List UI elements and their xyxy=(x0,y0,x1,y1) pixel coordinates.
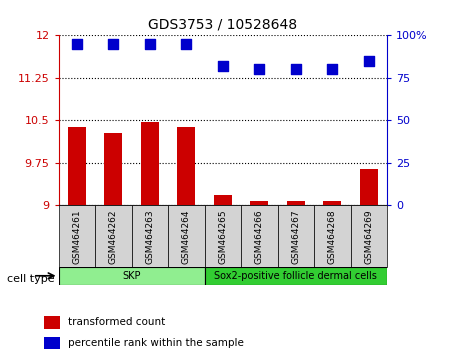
Point xyxy=(73,41,81,47)
Point xyxy=(219,63,226,69)
Point xyxy=(292,67,299,72)
Bar xyxy=(44,316,60,329)
Bar xyxy=(68,127,86,205)
FancyBboxPatch shape xyxy=(58,267,204,285)
Text: transformed count: transformed count xyxy=(68,317,166,327)
FancyBboxPatch shape xyxy=(278,205,314,267)
Text: GSM464267: GSM464267 xyxy=(291,209,300,264)
Title: GDS3753 / 10528648: GDS3753 / 10528648 xyxy=(148,17,297,32)
FancyBboxPatch shape xyxy=(241,205,278,267)
Text: percentile rank within the sample: percentile rank within the sample xyxy=(68,338,244,348)
FancyBboxPatch shape xyxy=(351,205,387,267)
FancyBboxPatch shape xyxy=(204,205,241,267)
Point xyxy=(110,41,117,47)
Text: SKP: SKP xyxy=(122,271,141,281)
Text: GSM464268: GSM464268 xyxy=(328,209,337,264)
Text: cell type: cell type xyxy=(7,274,54,284)
Point xyxy=(365,58,372,64)
Bar xyxy=(44,337,60,349)
Bar xyxy=(323,201,342,205)
Bar xyxy=(140,122,159,205)
Point xyxy=(256,67,263,72)
Text: GSM464262: GSM464262 xyxy=(109,209,118,263)
Bar xyxy=(360,169,378,205)
Text: GSM464269: GSM464269 xyxy=(364,209,373,264)
Text: GSM464263: GSM464263 xyxy=(145,209,154,264)
Text: GSM464265: GSM464265 xyxy=(218,209,227,264)
Bar xyxy=(250,201,268,205)
Text: GSM464266: GSM464266 xyxy=(255,209,264,264)
FancyBboxPatch shape xyxy=(95,205,131,267)
FancyBboxPatch shape xyxy=(314,205,351,267)
Text: Sox2-positive follicle dermal cells: Sox2-positive follicle dermal cells xyxy=(214,271,377,281)
Text: GSM464261: GSM464261 xyxy=(72,209,81,264)
FancyBboxPatch shape xyxy=(58,205,95,267)
Bar xyxy=(104,133,122,205)
FancyBboxPatch shape xyxy=(168,205,204,267)
FancyBboxPatch shape xyxy=(204,267,387,285)
FancyBboxPatch shape xyxy=(131,205,168,267)
Point xyxy=(183,41,190,47)
Point xyxy=(146,41,153,47)
Bar xyxy=(214,195,232,205)
Bar xyxy=(177,127,195,205)
Point xyxy=(328,67,336,72)
Bar xyxy=(287,201,305,205)
Text: GSM464264: GSM464264 xyxy=(182,209,191,263)
